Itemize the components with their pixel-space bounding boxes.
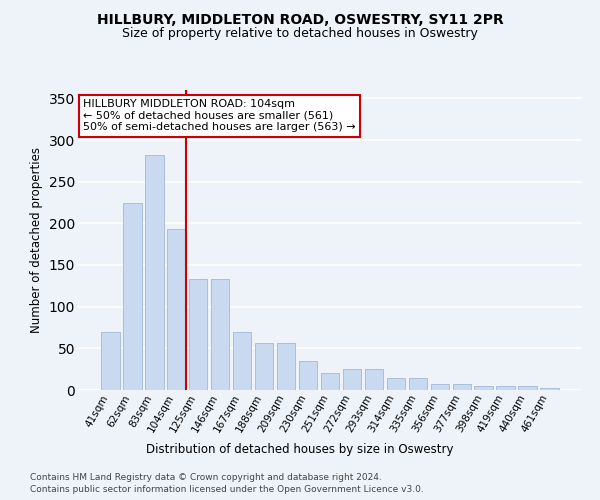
Bar: [343, 369, 361, 390]
Bar: [386, 378, 405, 390]
Text: Contains HM Land Registry data © Crown copyright and database right 2024.: Contains HM Land Registry data © Crown c…: [30, 472, 382, 482]
Bar: [277, 342, 295, 390]
Bar: [365, 369, 383, 390]
Bar: [409, 378, 427, 390]
Bar: [145, 155, 164, 390]
Bar: [431, 384, 449, 390]
Bar: [189, 279, 208, 390]
Bar: [167, 229, 185, 390]
Bar: [233, 332, 251, 390]
Bar: [475, 386, 493, 390]
Bar: [320, 374, 340, 390]
Text: Size of property relative to detached houses in Oswestry: Size of property relative to detached ho…: [122, 28, 478, 40]
Text: Contains public sector information licensed under the Open Government Licence v3: Contains public sector information licen…: [30, 485, 424, 494]
Text: HILLBURY MIDDLETON ROAD: 104sqm
← 50% of detached houses are smaller (561)
50% o: HILLBURY MIDDLETON ROAD: 104sqm ← 50% of…: [83, 99, 356, 132]
Bar: [452, 384, 471, 390]
Bar: [518, 386, 537, 390]
Bar: [496, 386, 515, 390]
Bar: [255, 342, 274, 390]
Bar: [211, 279, 229, 390]
Text: HILLBURY, MIDDLETON ROAD, OSWESTRY, SY11 2PR: HILLBURY, MIDDLETON ROAD, OSWESTRY, SY11…: [97, 12, 503, 26]
Y-axis label: Number of detached properties: Number of detached properties: [30, 147, 43, 333]
Text: Distribution of detached houses by size in Oswestry: Distribution of detached houses by size …: [146, 442, 454, 456]
Bar: [541, 388, 559, 390]
Bar: [123, 204, 142, 390]
Bar: [299, 361, 317, 390]
Bar: [101, 332, 119, 390]
